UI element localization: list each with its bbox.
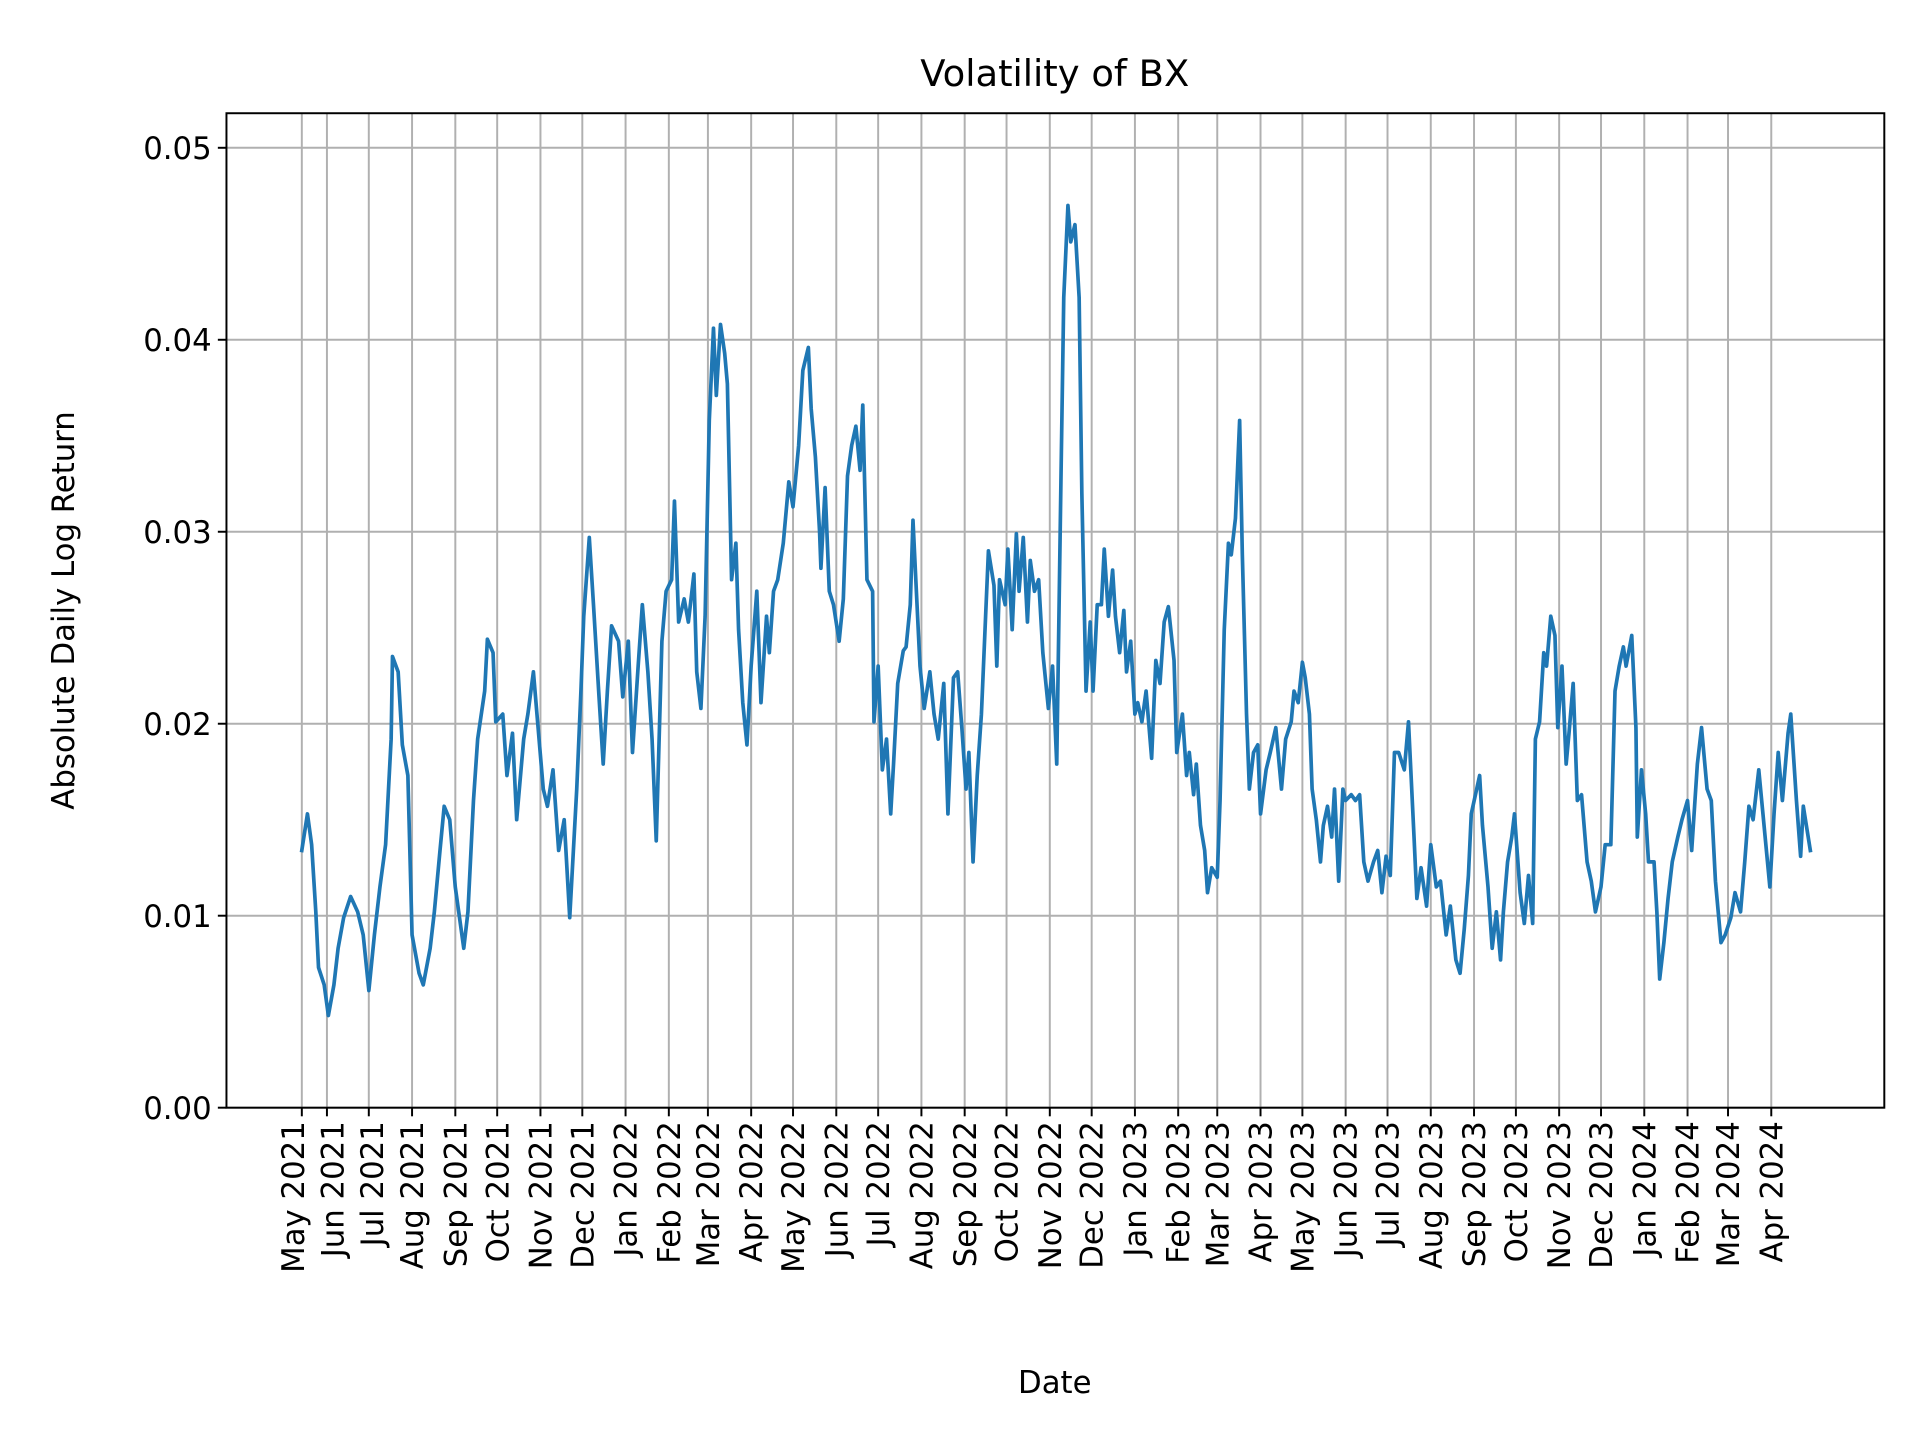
series-line bbox=[299, 203, 1813, 1018]
x-tick-label: Jun 2022 bbox=[819, 1121, 855, 1259]
x-tick-label: Jun 2023 bbox=[1329, 1121, 1365, 1259]
x-axis-label: Date bbox=[1018, 1365, 1092, 1401]
x-tick-label: Aug 2022 bbox=[904, 1121, 940, 1269]
y-tick-label: 0.05 bbox=[143, 131, 211, 167]
y-axis-label: Absolute Daily Log Return bbox=[46, 411, 82, 810]
y-tick-label: 0.01 bbox=[143, 899, 211, 935]
x-tick-label: Feb 2024 bbox=[1671, 1121, 1707, 1263]
x-tick-label: Mar 2023 bbox=[1200, 1121, 1236, 1267]
y-tick-label: 0.03 bbox=[143, 515, 211, 551]
x-tick-label: Apr 2023 bbox=[1244, 1121, 1280, 1262]
x-tick-label: Sep 2022 bbox=[948, 1121, 984, 1267]
y-tick-label: 0.04 bbox=[143, 323, 211, 359]
x-tick-label: Dec 2022 bbox=[1075, 1121, 1111, 1269]
x-tick-label: May 2023 bbox=[1285, 1121, 1321, 1273]
x-tick-label: Dec 2021 bbox=[565, 1121, 601, 1269]
x-tick-label: Jan 2023 bbox=[1118, 1121, 1154, 1258]
chart-title: Volatility of BX bbox=[920, 52, 1189, 95]
x-tick-label: Oct 2022 bbox=[990, 1121, 1026, 1262]
x-tick-label: Nov 2022 bbox=[1033, 1121, 1069, 1269]
x-tick-label: Sep 2021 bbox=[438, 1121, 474, 1267]
y-tick-label: 0.02 bbox=[143, 707, 211, 743]
x-tick-label: Apr 2024 bbox=[1754, 1121, 1790, 1262]
x-tick-label: Sep 2023 bbox=[1457, 1121, 1493, 1267]
x-tick-label: Dec 2023 bbox=[1584, 1121, 1620, 1269]
x-tick-label: Aug 2021 bbox=[395, 1121, 431, 1269]
x-tick-label: Jan 2022 bbox=[609, 1121, 645, 1258]
x-tick-label: Nov 2023 bbox=[1542, 1121, 1578, 1269]
x-tick-label: Jul 2022 bbox=[861, 1121, 897, 1248]
axis-ticks: 0.00 0.01 0.02 0.03 0.04 0.05 May 2021 Jun 2021… bbox=[143, 131, 1790, 1273]
x-tick-label: Jun 2021 bbox=[316, 1121, 352, 1259]
x-tick-label: Apr 2022 bbox=[734, 1121, 770, 1262]
x-tick-label: May 2021 bbox=[276, 1121, 312, 1273]
x-tick-label: Oct 2023 bbox=[1499, 1121, 1535, 1262]
x-tick-label: Oct 2021 bbox=[480, 1121, 516, 1262]
x-tick-label: Mar 2024 bbox=[1711, 1121, 1747, 1267]
y-tick-label: 0.00 bbox=[143, 1091, 211, 1127]
x-tick-label: May 2022 bbox=[776, 1121, 812, 1273]
x-tick-label: Jul 2023 bbox=[1371, 1121, 1407, 1248]
x-tick-label: Nov 2021 bbox=[524, 1121, 560, 1269]
x-tick-label: Aug 2023 bbox=[1414, 1121, 1450, 1269]
x-tick-label: Jan 2024 bbox=[1627, 1121, 1663, 1258]
x-tick-label: Feb 2023 bbox=[1161, 1121, 1197, 1263]
x-tick-label: Feb 2022 bbox=[652, 1121, 688, 1263]
x-tick-label: Jul 2021 bbox=[355, 1121, 391, 1248]
plot-frame bbox=[225, 112, 1886, 1109]
x-tick-label: Mar 2022 bbox=[691, 1121, 727, 1267]
